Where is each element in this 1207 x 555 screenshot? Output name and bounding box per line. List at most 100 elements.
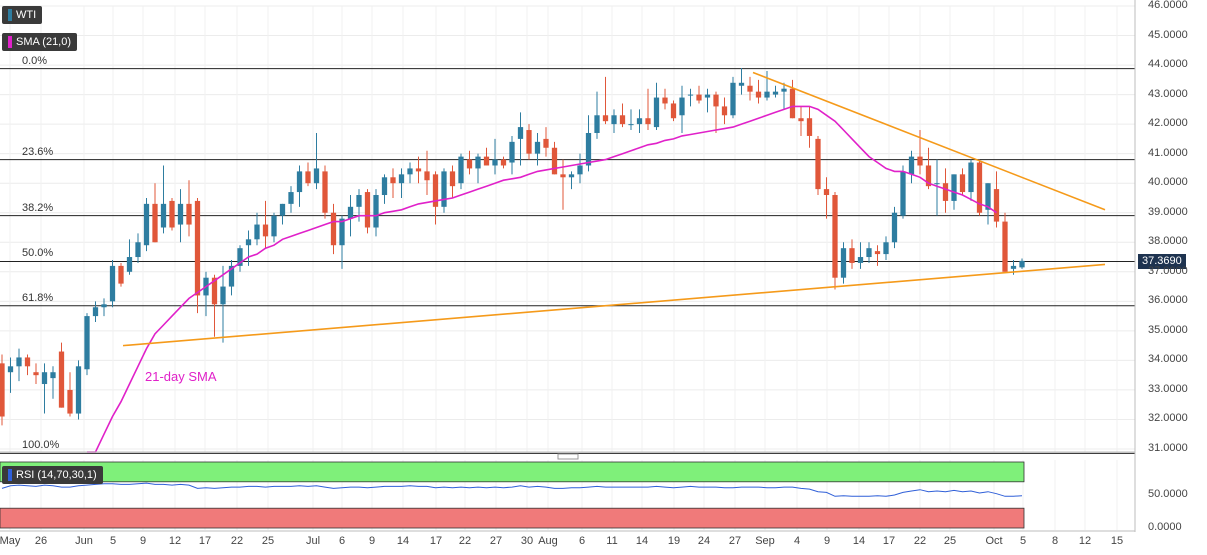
candle-body <box>424 171 430 181</box>
x-tick-label: Jun <box>75 535 93 547</box>
y-tick-label: 45.0000 <box>1148 28 1188 41</box>
x-tick-label: 9 <box>139 535 147 547</box>
candle-body <box>152 203 158 243</box>
candle-body <box>475 156 481 169</box>
x-tick-label: 17 <box>882 535 896 547</box>
candle-body <box>543 138 549 148</box>
sma-21-line <box>87 105 997 453</box>
candle-body <box>356 195 362 207</box>
candle-body <box>220 286 226 305</box>
candle-body <box>458 156 464 184</box>
candle-body <box>755 91 762 98</box>
y-tick-label: 35.0000 <box>1148 323 1188 336</box>
candle-body <box>662 97 668 104</box>
x-tick-label: 27 <box>489 535 503 547</box>
candle-body <box>177 203 184 225</box>
candle-body <box>41 372 48 385</box>
candle-body <box>373 195 379 228</box>
candle-body <box>271 215 277 237</box>
candle-body <box>925 165 932 187</box>
candle-body <box>330 212 337 246</box>
rsi-line <box>1 482 1023 497</box>
candle-body <box>245 239 252 246</box>
candle-body <box>670 103 677 119</box>
candle-body <box>364 192 371 228</box>
candle-body <box>764 91 770 98</box>
candle-body <box>781 88 787 92</box>
candle-body <box>883 242 889 255</box>
candle-body <box>942 183 949 201</box>
x-tick-label: 30 <box>520 535 534 547</box>
candle-body <box>347 206 354 219</box>
candle-body <box>135 242 141 258</box>
candle-body <box>840 248 847 278</box>
candle-body <box>58 351 65 408</box>
fib-label: 23.6% <box>22 145 54 158</box>
candle-body <box>789 88 796 119</box>
candle-body <box>415 168 422 172</box>
candle-body <box>407 168 413 175</box>
candle-body <box>92 307 99 317</box>
candle-body <box>211 277 218 305</box>
trendlines <box>122 71 1106 347</box>
x-tick-label: 26 <box>34 535 48 547</box>
candle-body <box>602 115 609 122</box>
candle-body <box>228 265 235 287</box>
x-tick-label: Oct <box>985 535 1003 547</box>
x-tick-label: 6 <box>578 535 586 547</box>
y-tick-label: 33.0000 <box>1148 382 1188 395</box>
candle-body <box>109 265 116 302</box>
y-tick-label: 40.0000 <box>1148 176 1188 189</box>
candle-body <box>1010 265 1017 269</box>
legend-wti-label: WTI <box>16 9 37 21</box>
fib-label: 100.0% <box>22 439 60 452</box>
y-tick-label: 42.0000 <box>1148 117 1188 130</box>
x-tick-label: 6 <box>338 535 346 547</box>
resistance-trendline <box>752 71 1106 211</box>
y-tick-label: 46.0000 <box>1148 0 1188 11</box>
x-tick-label: 14 <box>635 535 649 547</box>
candle-body <box>721 106 728 116</box>
fib-label: 38.2% <box>22 201 54 214</box>
candle-body <box>254 224 260 240</box>
candle-body <box>526 130 532 154</box>
x-tick-label: May <box>0 535 21 547</box>
x-tick-label: 4 <box>793 535 801 547</box>
x-tick-label: 19 <box>667 535 681 547</box>
x-tick-label: 11 <box>606 535 618 547</box>
candle-body <box>857 257 864 263</box>
candle-body <box>568 174 575 178</box>
candle-body <box>951 174 957 201</box>
candle-body <box>645 118 651 125</box>
candle-body <box>806 118 813 136</box>
legend-wti: WTI <box>2 6 43 24</box>
candle-body <box>466 159 473 169</box>
candle-body <box>917 156 923 166</box>
candle-body <box>143 203 150 246</box>
candle-body <box>704 94 711 98</box>
fib-label: 0.0% <box>22 54 48 67</box>
candle-body <box>772 91 779 95</box>
candle-body <box>441 171 447 207</box>
x-tick-label: 14 <box>396 535 410 547</box>
candlestick-series <box>0 68 1025 426</box>
candle-body <box>67 389 73 414</box>
candle-body <box>33 372 39 376</box>
x-tick-label: 9 <box>368 535 376 547</box>
candle-body <box>577 165 583 175</box>
candle-body <box>585 132 592 166</box>
candle-body <box>891 212 898 243</box>
candle-body <box>279 203 286 216</box>
candle-body <box>900 171 906 216</box>
candle-body <box>976 162 983 213</box>
legend-sma-label: SMA (21,0) <box>16 36 72 48</box>
candle-body <box>296 171 303 193</box>
fib-label: 61.8% <box>22 291 54 304</box>
x-tick-label: 15 <box>1110 535 1124 547</box>
y-tick-label: 41.0000 <box>1148 146 1188 159</box>
candle-body <box>968 162 974 193</box>
x-tick-label: 9 <box>823 535 831 547</box>
wti-swatch <box>8 9 12 22</box>
candle-body <box>832 195 838 278</box>
axes <box>0 0 1136 532</box>
